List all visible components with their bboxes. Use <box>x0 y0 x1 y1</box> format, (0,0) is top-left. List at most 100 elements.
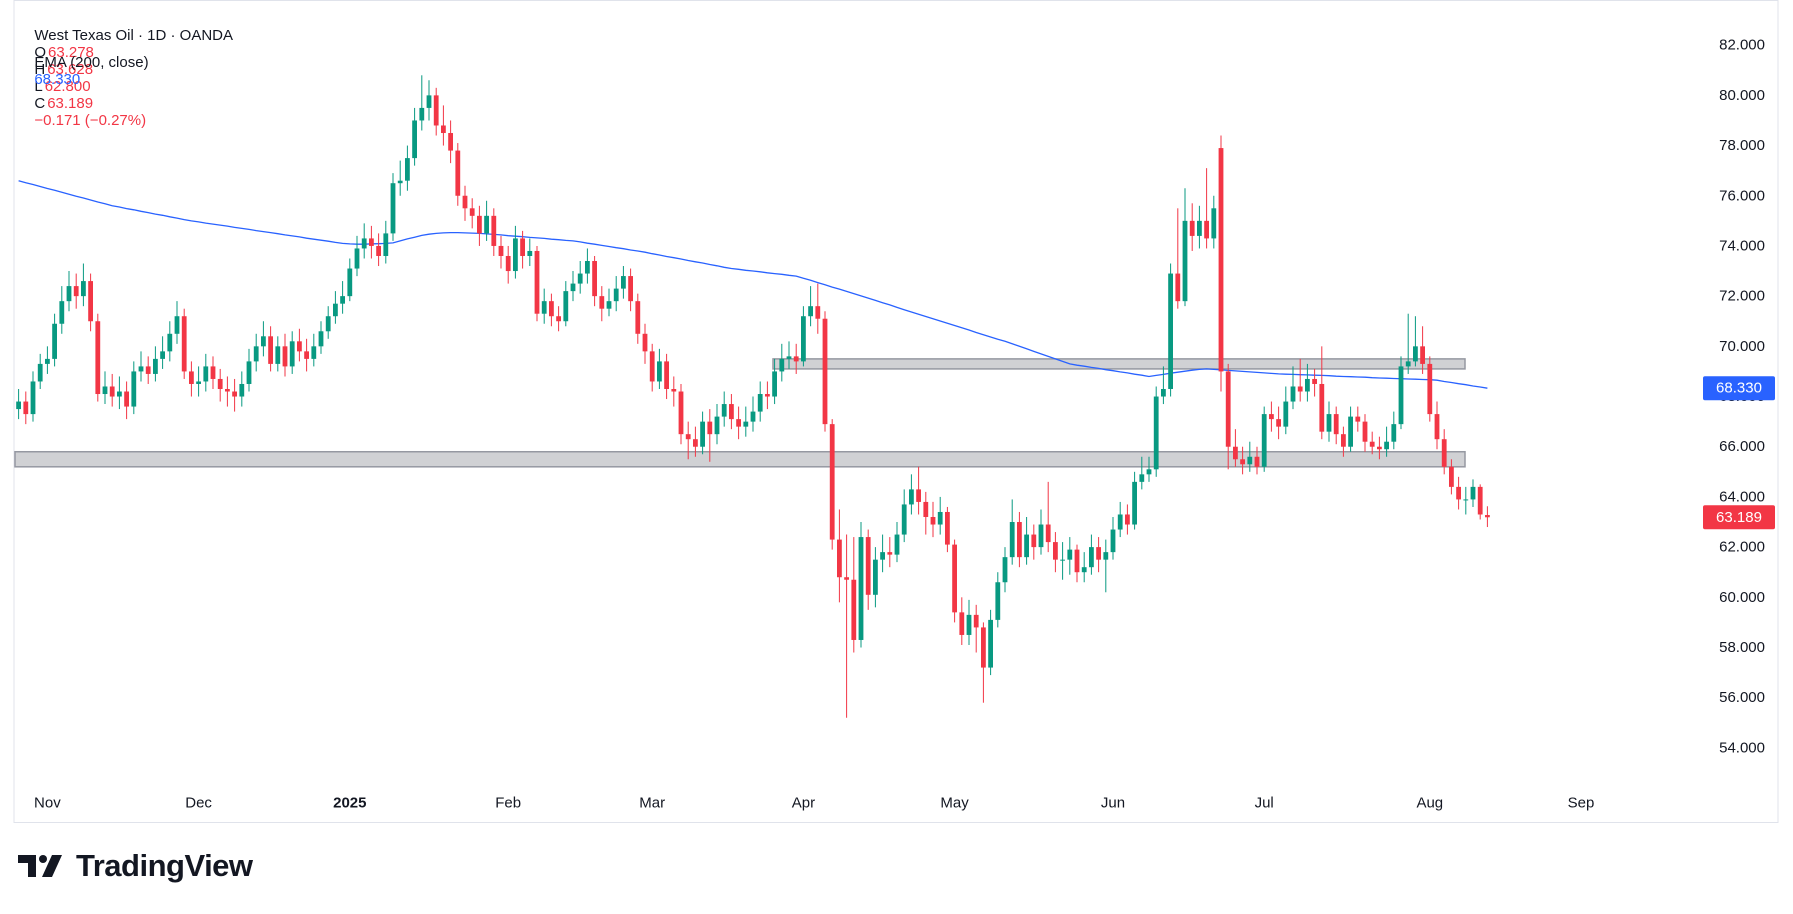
candle-body <box>239 383 245 397</box>
last-price-label: 63.189 <box>1716 509 1762 526</box>
candle-body <box>181 316 187 372</box>
candle-body <box>253 346 259 362</box>
branding: TradingView <box>18 848 253 884</box>
x-tick-label: 2025 <box>333 795 366 812</box>
candle-body <box>1413 346 1418 362</box>
candle-body <box>167 333 173 352</box>
candle-body <box>664 361 669 389</box>
candle-body <box>858 537 864 640</box>
candle-body <box>937 511 943 525</box>
candle-body <box>1024 534 1029 558</box>
candle-body <box>1362 421 1368 442</box>
candle-body <box>469 208 475 216</box>
candle-body <box>297 341 302 352</box>
candle-body <box>685 434 691 440</box>
candle-body <box>102 386 108 395</box>
candle-body <box>1053 542 1058 560</box>
candle-body <box>275 346 281 364</box>
candle-body <box>750 411 756 422</box>
candle-body <box>1348 416 1353 447</box>
x-tick-label: May <box>940 795 969 812</box>
candle-body <box>765 394 770 397</box>
candle-body <box>693 439 698 447</box>
candle-body <box>865 537 871 595</box>
open-key: O <box>34 44 47 61</box>
candle-body <box>124 391 129 407</box>
candle-body <box>117 391 122 397</box>
candle-body <box>678 391 684 435</box>
ema-price-box <box>1703 376 1775 401</box>
candle-body <box>887 552 893 555</box>
candle-body <box>966 614 972 635</box>
candle-body <box>981 627 986 668</box>
candle-body <box>1341 434 1346 447</box>
price-zone <box>14 450 1466 468</box>
candle-body <box>397 180 403 184</box>
y-tick-label: 72.000 <box>1719 288 1765 305</box>
candle-body <box>1009 522 1015 558</box>
candle-body <box>304 351 309 359</box>
ohlc-legend: West Texas Oil · 1D · OANDA O 63.278 H 63.… <box>26 10 235 129</box>
candle-body <box>1384 441 1389 450</box>
candle-body <box>1168 273 1173 389</box>
candle-body <box>45 358 50 364</box>
candle-body <box>225 389 230 392</box>
candle-body <box>361 238 367 249</box>
candle-body <box>1081 567 1087 573</box>
candle-body <box>419 107 425 121</box>
close-value: 63.189 <box>47 95 94 112</box>
y-tick-label: 64.000 <box>1719 488 1765 505</box>
candle-body <box>1031 534 1037 548</box>
candle-body <box>649 351 655 382</box>
candle-body <box>1153 396 1159 470</box>
low-key: L <box>34 78 43 95</box>
candle-body <box>1038 524 1044 548</box>
candle-body <box>81 281 86 297</box>
x-tick-label: Feb <box>495 795 521 812</box>
candle-body <box>714 416 720 435</box>
candle-body <box>952 544 957 613</box>
indicator-value: 68.330 <box>34 71 81 88</box>
candle-body <box>88 281 93 322</box>
candle-body <box>1405 361 1411 367</box>
candle-body <box>577 273 583 284</box>
candle-body <box>1067 549 1073 560</box>
y-tick-label: 82.000 <box>1719 37 1765 54</box>
y-tick-label: 76.000 <box>1719 187 1765 204</box>
high-key: H <box>34 61 46 78</box>
candle-body <box>988 619 993 668</box>
candle-body <box>822 318 828 425</box>
candle-body <box>628 276 633 302</box>
candle-body <box>30 381 36 415</box>
candle-body <box>527 250 533 256</box>
candle-body <box>369 238 374 246</box>
candle-body <box>1132 481 1137 525</box>
candle-body <box>1456 486 1461 500</box>
candle-body <box>1449 466 1454 487</box>
x-tick-label: Jul <box>1255 795 1274 812</box>
candle-body <box>772 371 777 397</box>
candle-body <box>484 215 489 234</box>
candle-body <box>556 316 561 322</box>
y-tick-label: 80.000 <box>1719 87 1765 104</box>
candle-body <box>894 534 900 555</box>
candle-body <box>1326 414 1332 432</box>
candle-body <box>1269 414 1274 420</box>
y-tick-label: 78.000 <box>1719 137 1765 154</box>
y-tick-label: 60.000 <box>1719 589 1765 606</box>
candle-body <box>153 358 158 374</box>
candle-body <box>657 361 662 382</box>
candle-body <box>462 195 468 209</box>
candle-body <box>930 516 936 525</box>
candle-body <box>1117 514 1123 530</box>
candle-body <box>95 321 101 395</box>
candle-body <box>282 346 288 367</box>
indicator-legend: EMA (200, close) 68.330 <box>26 37 151 88</box>
candle-body <box>671 389 677 392</box>
candle-body <box>1125 514 1130 525</box>
last-price-box <box>1703 505 1775 530</box>
candle-body <box>491 215 497 246</box>
brand-name: TradingView <box>76 848 253 883</box>
x-tick-label: Nov <box>34 795 61 812</box>
